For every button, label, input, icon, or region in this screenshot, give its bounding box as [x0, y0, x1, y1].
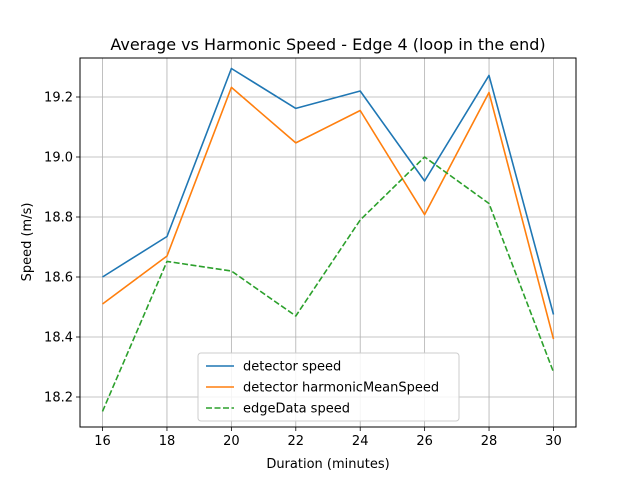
- x-tick-label: 28: [481, 434, 498, 449]
- x-axis-label: Duration (minutes): [266, 457, 389, 472]
- series-lines: [101, 67, 555, 412]
- grid: [80, 58, 576, 427]
- x-tick-label: 22: [288, 434, 305, 449]
- series-line-detector-harmonicmeanspeed: [102, 86, 555, 340]
- legend: detector speed detector harmonicMeanSpeed…: [197, 352, 460, 422]
- y-tick-label: 18.2: [44, 391, 73, 406]
- x-tick-label: 26: [416, 434, 433, 449]
- axis-ticks: 16 18 20 22 24 26 28 30 18.2 18.4 18.6 18.8 19.0 19.2: [44, 91, 562, 450]
- y-axis-label: Speed (m/s): [20, 203, 35, 282]
- legend-box: [197, 352, 460, 422]
- x-tick-label: 24: [352, 434, 369, 449]
- legend-label: edgeData speed: [243, 402, 350, 417]
- x-tick-label: 16: [94, 434, 111, 449]
- plot-frame: [79, 57, 577, 428]
- x-tick-label: 20: [223, 434, 240, 449]
- y-tick-label: 19.2: [44, 91, 73, 106]
- y-tick-label: 18.4: [44, 331, 73, 346]
- chart-title: Average vs Harmonic Speed - Edge 4 (loop…: [110, 35, 545, 54]
- y-tick-label: 18.6: [44, 271, 73, 286]
- series-line-detector-speed: [102, 67, 555, 315]
- legend-label: detector speed: [243, 360, 341, 375]
- x-tick-label: 18: [159, 434, 176, 449]
- x-tick-label: 30: [545, 434, 562, 449]
- y-tick-label: 19.0: [44, 151, 73, 166]
- series-line-edgedata-speed: [101, 156, 555, 412]
- y-tick-label: 18.8: [44, 211, 73, 226]
- legend-label: detector harmonicMeanSpeed: [243, 381, 439, 396]
